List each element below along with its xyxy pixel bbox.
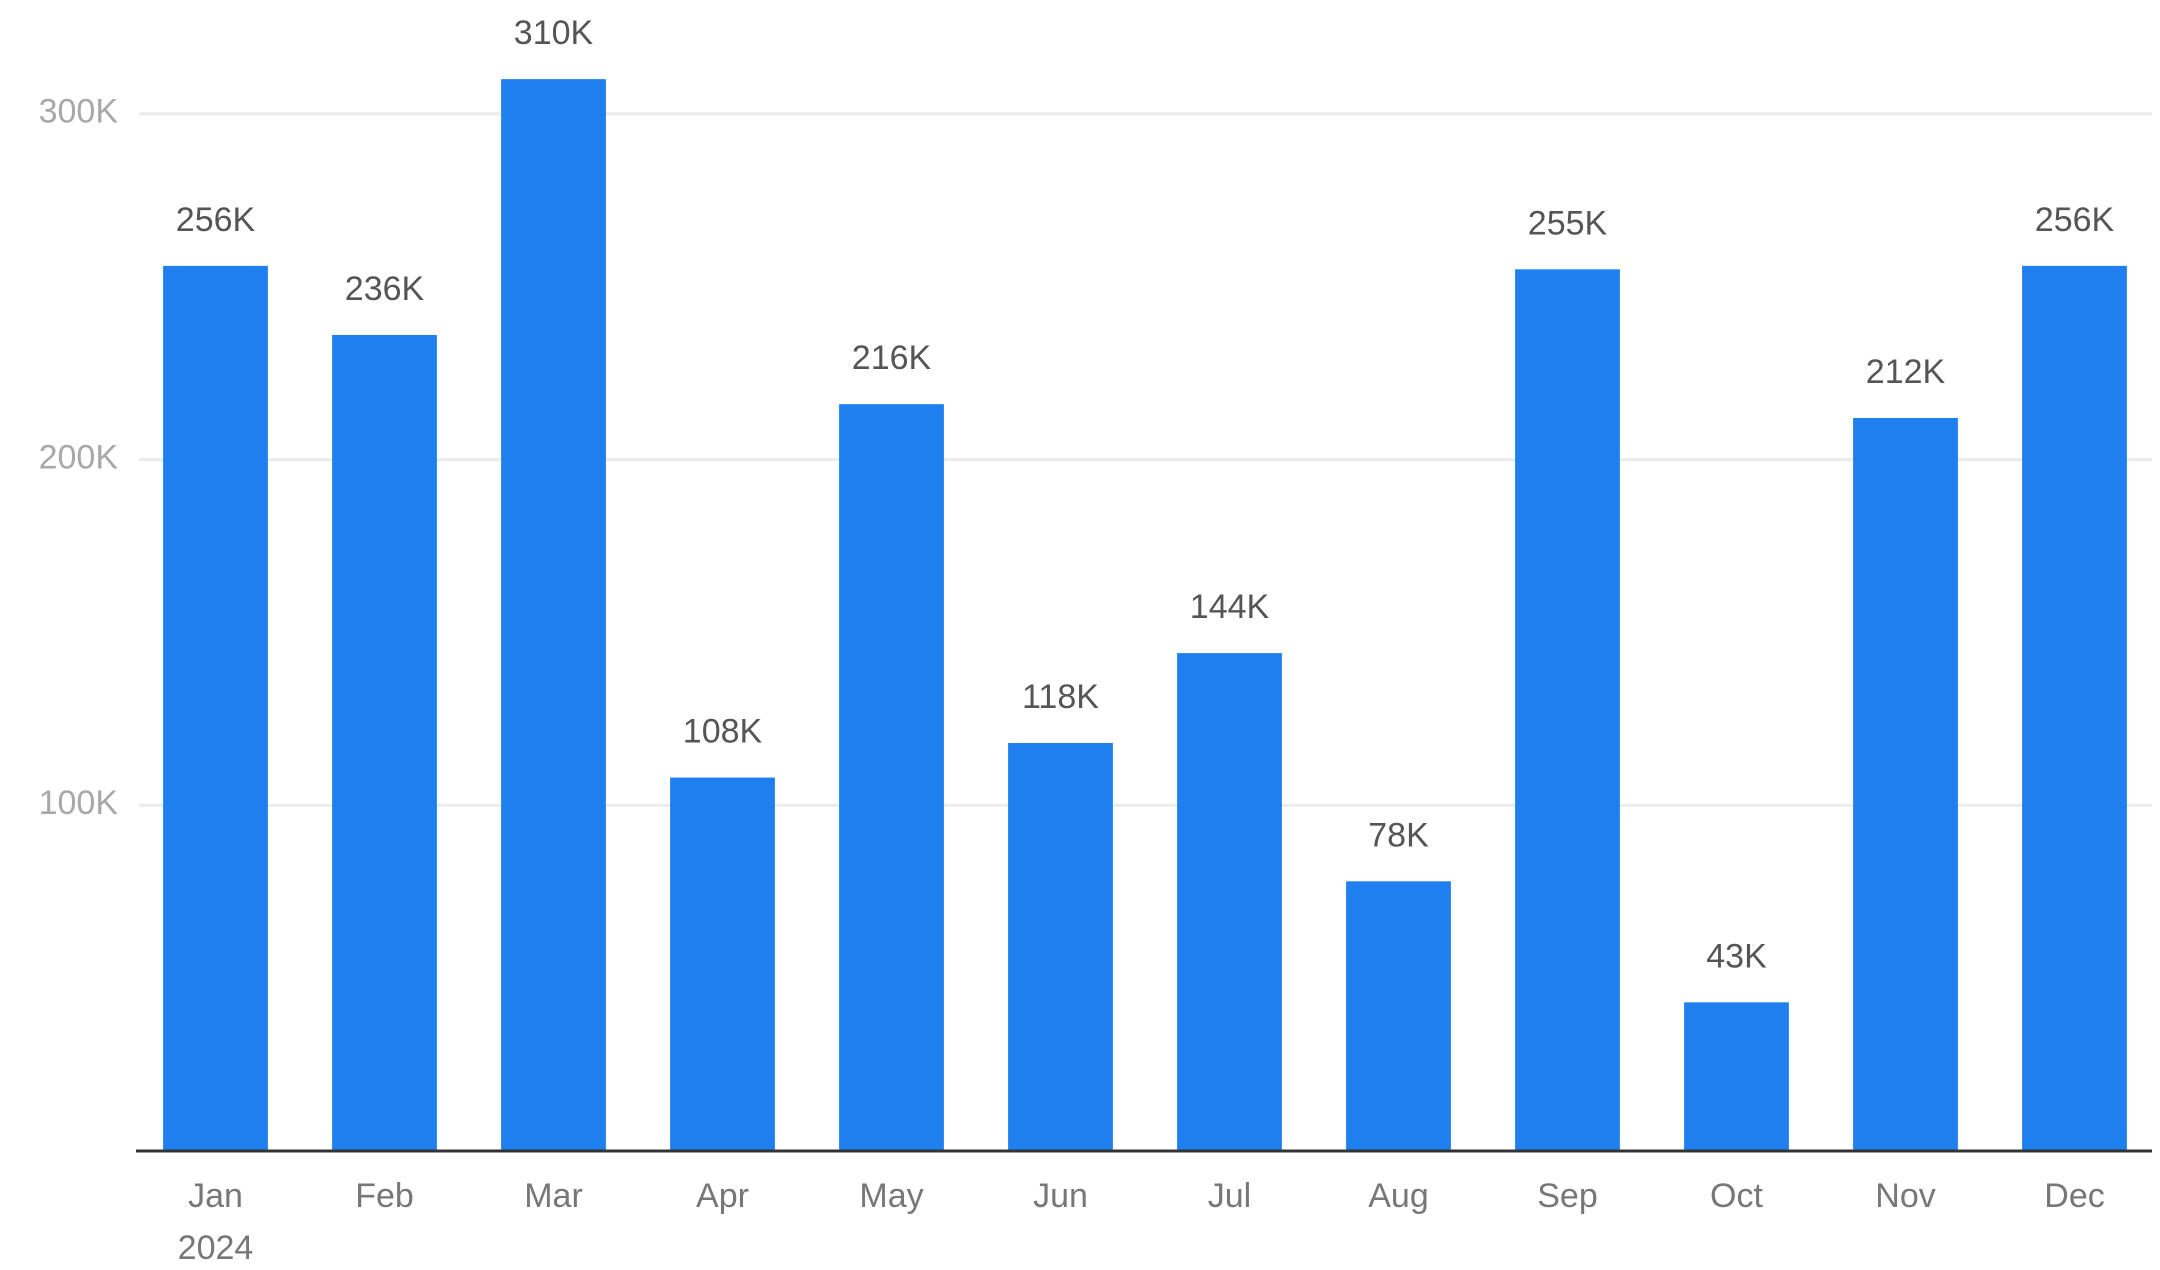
y-tick-label: 200K (39, 438, 119, 476)
x-tick-label: Oct (1710, 1177, 1763, 1215)
bar (1008, 743, 1113, 1151)
x-tick-label: Jun (1033, 1177, 1088, 1215)
value-label: 144K (1190, 588, 1270, 626)
value-label: 212K (1866, 353, 1946, 391)
value-label: 255K (1528, 204, 1608, 242)
x-year-label: 2024 (178, 1229, 254, 1267)
x-tick-label: Sep (1537, 1177, 1598, 1215)
value-label: 108K (683, 713, 763, 751)
bar (670, 777, 775, 1151)
value-label: 236K (345, 270, 425, 308)
x-tick-label: Jul (1208, 1177, 1251, 1215)
x-tick-label: Dec (2044, 1177, 2104, 1215)
x-tick-label: Aug (1368, 1177, 1429, 1215)
y-tick-label: 300K (39, 93, 119, 131)
x-tick-label: Mar (524, 1177, 583, 1215)
bar (1853, 417, 1958, 1152)
bar (1684, 1002, 1789, 1151)
value-label: 310K (514, 14, 594, 52)
x-tick-label: Apr (696, 1177, 749, 1215)
value-label: 78K (1368, 816, 1429, 854)
x-tick-label: Feb (355, 1177, 414, 1215)
bar (332, 335, 437, 1152)
bar (501, 79, 606, 1152)
bar (1177, 653, 1282, 1151)
value-label: 256K (2035, 201, 2115, 239)
y-tick-label: 100K (39, 784, 119, 822)
value-label: 256K (176, 201, 256, 239)
x-tick-label: Jan (188, 1177, 243, 1215)
bar (1515, 269, 1620, 1151)
x-tick-label: Nov (1875, 1177, 1935, 1215)
value-label: 43K (1706, 937, 1767, 975)
value-label: 216K (852, 339, 932, 377)
bar (1346, 881, 1451, 1151)
x-tick-label: May (859, 1177, 923, 1215)
value-label: 118K (1022, 678, 1099, 716)
bar (163, 265, 268, 1151)
bar (2022, 265, 2127, 1151)
bar (839, 404, 944, 1151)
